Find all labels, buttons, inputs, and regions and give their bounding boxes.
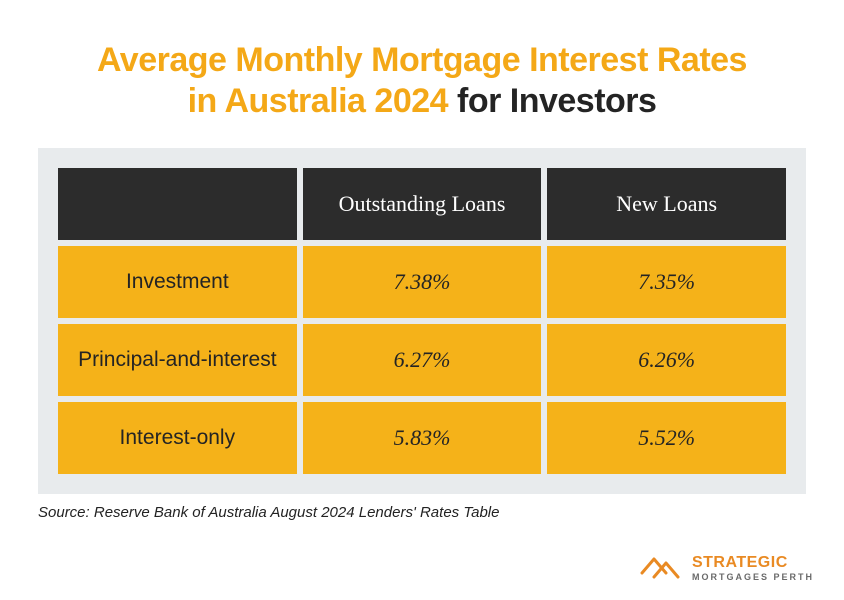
table-row: Principal-and-interest 6.27% 6.26% <box>58 324 786 396</box>
table-header-new: New Loans <box>547 168 786 240</box>
table-row: Investment 7.38% 7.35% <box>58 246 786 318</box>
table-header-outstanding: Outstanding Loans <box>303 168 542 240</box>
brand-logo: STRATEGIC MORTGAGES PERTH <box>640 551 814 586</box>
house-roof-icon <box>640 551 684 586</box>
logo-brand-bottom: MORTGAGES PERTH <box>692 573 814 582</box>
rates-table-container: Outstanding Loans New Loans Investment 7… <box>38 148 806 494</box>
title-line-2-dark: for Investors <box>448 82 656 120</box>
title-line-1: Average Monthly Mortgage Interest Rates <box>38 40 806 81</box>
row-label-principal-and-interest: Principal-and-interest <box>58 324 297 396</box>
cell-io-new: 5.52% <box>547 402 786 474</box>
cell-investment-new: 7.35% <box>547 246 786 318</box>
page-title: Average Monthly Mortgage Interest Rates … <box>38 40 806 122</box>
cell-investment-outstanding: 7.38% <box>303 246 542 318</box>
rates-table: Outstanding Loans New Loans Investment 7… <box>52 162 792 480</box>
row-label-interest-only: Interest-only <box>58 402 297 474</box>
table-header-row: Outstanding Loans New Loans <box>58 168 786 240</box>
row-label-investment: Investment <box>58 246 297 318</box>
cell-pi-new: 6.26% <box>547 324 786 396</box>
cell-pi-outstanding: 6.27% <box>303 324 542 396</box>
source-text: Source: Reserve Bank of Australia August… <box>38 504 806 521</box>
title-line-2-accent: in Australia 2024 <box>188 82 448 120</box>
table-header-blank <box>58 168 297 240</box>
table-row: Interest-only 5.83% 5.52% <box>58 402 786 474</box>
logo-brand-top: STRATEGIC <box>692 555 814 571</box>
cell-io-outstanding: 5.83% <box>303 402 542 474</box>
